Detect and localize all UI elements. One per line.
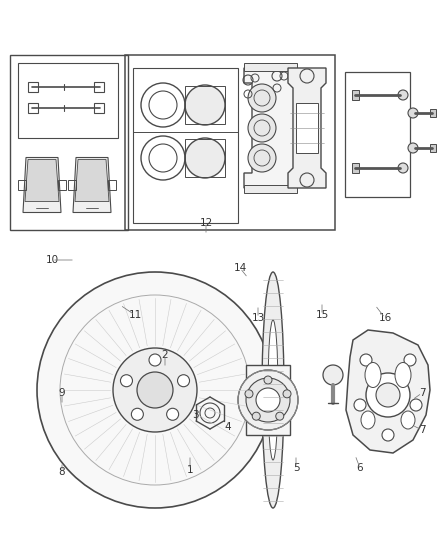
Polygon shape — [288, 68, 326, 188]
Circle shape — [382, 429, 394, 441]
Circle shape — [354, 399, 366, 411]
Circle shape — [248, 144, 276, 172]
Ellipse shape — [262, 272, 284, 508]
Text: 11: 11 — [128, 310, 141, 320]
Circle shape — [166, 408, 179, 421]
Bar — [244, 63, 297, 71]
Circle shape — [120, 375, 132, 387]
Polygon shape — [346, 330, 430, 453]
Bar — [430, 144, 436, 152]
Circle shape — [408, 108, 418, 118]
Bar — [352, 163, 359, 173]
Circle shape — [410, 399, 422, 411]
Circle shape — [248, 84, 276, 112]
Circle shape — [248, 114, 276, 142]
Bar — [94, 103, 104, 113]
Circle shape — [404, 354, 416, 366]
Bar — [108, 180, 116, 190]
Text: 4: 4 — [225, 422, 231, 432]
Circle shape — [113, 348, 197, 432]
Circle shape — [323, 365, 343, 385]
Text: 3: 3 — [192, 410, 198, 420]
Bar — [18, 63, 118, 138]
Bar — [68, 180, 76, 190]
Text: 7: 7 — [419, 388, 425, 398]
Bar — [246, 365, 290, 435]
Circle shape — [137, 372, 173, 408]
Polygon shape — [23, 157, 61, 213]
Bar — [345, 72, 410, 197]
Text: 12: 12 — [199, 218, 212, 228]
Bar — [125, 55, 335, 230]
Circle shape — [398, 163, 408, 173]
Bar — [10, 55, 128, 230]
Polygon shape — [75, 159, 109, 201]
Bar — [94, 82, 104, 92]
Bar — [244, 185, 297, 193]
Text: 9: 9 — [59, 388, 65, 398]
Circle shape — [131, 408, 143, 421]
Circle shape — [245, 390, 253, 398]
Text: 1: 1 — [187, 465, 193, 475]
Circle shape — [177, 375, 190, 387]
Bar — [296, 103, 318, 153]
Text: 15: 15 — [315, 310, 328, 320]
Polygon shape — [73, 157, 111, 213]
Bar — [352, 90, 359, 100]
Ellipse shape — [401, 411, 415, 429]
Circle shape — [398, 90, 408, 100]
Polygon shape — [244, 68, 297, 188]
Polygon shape — [25, 159, 59, 201]
Text: 13: 13 — [251, 313, 265, 323]
Bar — [58, 180, 66, 190]
Circle shape — [360, 354, 372, 366]
Bar — [133, 68, 238, 223]
Circle shape — [185, 138, 225, 178]
Circle shape — [238, 370, 298, 430]
Text: 14: 14 — [233, 263, 247, 273]
Circle shape — [283, 390, 291, 398]
Text: 7: 7 — [419, 425, 425, 435]
Text: 16: 16 — [378, 313, 392, 323]
Bar — [185, 139, 225, 177]
Bar — [18, 180, 26, 190]
Ellipse shape — [268, 320, 278, 460]
Circle shape — [149, 354, 161, 366]
Circle shape — [37, 272, 273, 508]
Circle shape — [264, 376, 272, 384]
Text: 2: 2 — [162, 350, 168, 360]
Bar — [28, 103, 38, 113]
Circle shape — [256, 388, 280, 412]
Text: 8: 8 — [59, 467, 65, 477]
Text: 5: 5 — [293, 463, 299, 473]
Text: 6: 6 — [357, 463, 363, 473]
Text: 10: 10 — [46, 255, 59, 265]
Circle shape — [276, 412, 284, 420]
Ellipse shape — [395, 362, 411, 387]
Circle shape — [366, 373, 410, 417]
Circle shape — [252, 412, 260, 420]
Bar — [430, 109, 436, 117]
Circle shape — [185, 85, 225, 125]
Ellipse shape — [365, 362, 381, 387]
Circle shape — [408, 143, 418, 153]
Circle shape — [376, 383, 400, 407]
Ellipse shape — [361, 411, 375, 429]
Bar — [28, 82, 38, 92]
Circle shape — [246, 378, 290, 422]
Bar — [185, 86, 225, 124]
